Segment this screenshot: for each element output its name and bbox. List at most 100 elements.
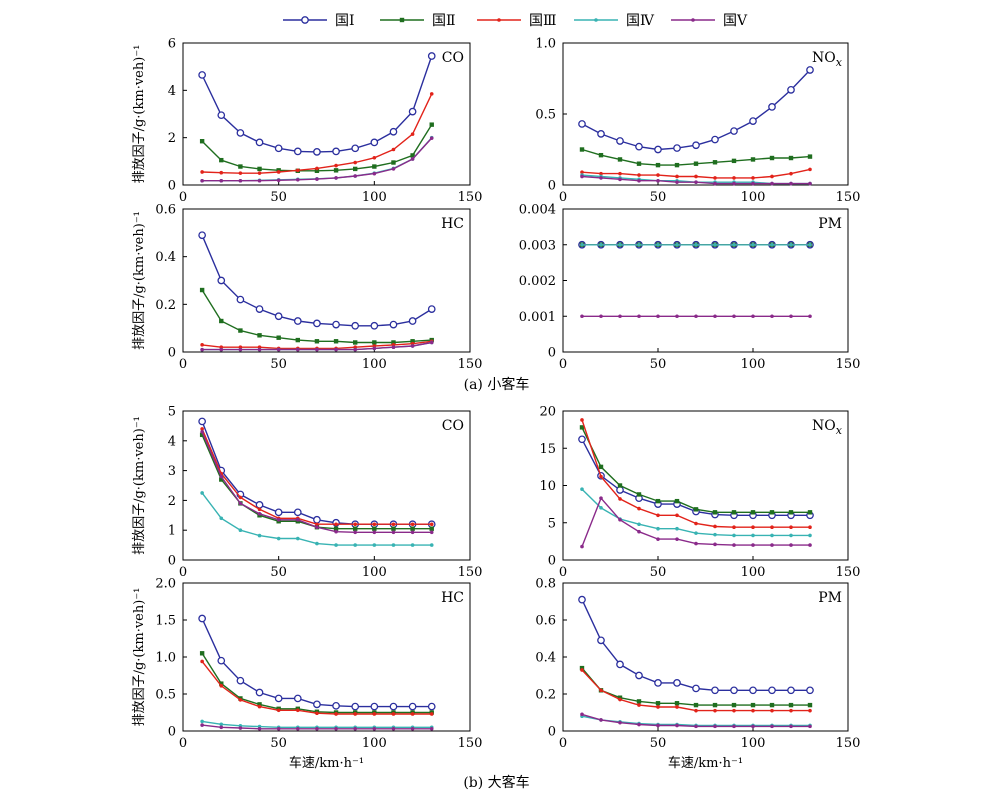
data-point — [238, 501, 243, 506]
data-point — [789, 543, 793, 547]
data-point — [693, 702, 699, 708]
data-point — [315, 711, 319, 716]
plot-frame — [182, 42, 471, 186]
x-tick-label: 150 — [836, 190, 861, 205]
y-tick-label: 2.0 — [155, 577, 176, 592]
data-point — [580, 170, 584, 175]
data-point — [656, 314, 660, 319]
data-point — [806, 686, 814, 695]
data-point — [198, 71, 206, 79]
legend-label: 国Ⅲ — [529, 13, 557, 29]
x-tick-label: 0 — [559, 565, 567, 580]
series-国Ⅰ — [578, 66, 814, 154]
panel-large-NOx: 0 50 100 150 0 5 10 15 20 NOx — [539, 405, 860, 581]
x-tick-label: 0 — [179, 357, 187, 372]
data-point — [410, 526, 415, 531]
data-point — [200, 343, 204, 347]
data-point — [655, 498, 661, 504]
data-point — [656, 173, 660, 177]
data-point — [296, 168, 300, 173]
data-point — [789, 525, 793, 530]
data-point — [637, 703, 641, 707]
data-point — [808, 525, 812, 530]
data-point — [768, 686, 776, 695]
data-point — [637, 178, 641, 183]
data-point — [712, 510, 718, 515]
series-line — [202, 137, 433, 182]
data-point — [372, 543, 377, 547]
data-point — [749, 686, 757, 695]
data-point — [372, 530, 377, 535]
data-point — [618, 517, 622, 522]
data-point — [713, 176, 717, 180]
panel-small-PM: 0 50 100 150 0 0.001 0.002 0.003 0.004 PM — [519, 203, 861, 373]
data-point — [293, 694, 302, 703]
data-point — [730, 127, 738, 135]
data-point — [257, 533, 262, 538]
data-point — [276, 178, 281, 183]
series-国Ⅲ — [580, 418, 812, 530]
y-tick-label: 0 — [548, 346, 556, 361]
y-tick-label: 0 — [548, 179, 556, 194]
data-point — [314, 339, 320, 344]
panel-small-HC: 0 50 100 150 0 0.2 0.4 0.6 HC 排放因子/g·(km·veh)⁻¹ — [132, 203, 482, 373]
data-point — [694, 521, 698, 526]
data-point — [580, 487, 584, 492]
data-point — [751, 181, 755, 186]
data-point — [372, 526, 377, 531]
data-point — [313, 148, 321, 156]
data-point — [332, 147, 340, 156]
data-point — [732, 242, 736, 247]
data-point — [236, 129, 245, 137]
data-point — [391, 147, 396, 152]
y-axis-label: 排放因子/g·(km·veh)⁻¹ — [132, 416, 147, 555]
legend-label: 国Ⅰ — [335, 13, 355, 29]
data-point — [675, 174, 679, 179]
data-point — [770, 314, 774, 319]
data-point — [693, 161, 699, 166]
data-point — [769, 702, 775, 708]
data-point — [276, 708, 281, 713]
series-line — [581, 427, 810, 513]
data-point — [200, 723, 204, 727]
legend: 国Ⅰ 国Ⅱ 国Ⅲ 国Ⅳ 国Ⅴ — [283, 13, 748, 29]
data-point — [410, 344, 415, 348]
panel-title: NOx — [812, 50, 843, 69]
data-point — [293, 508, 302, 517]
data-point — [257, 178, 262, 183]
data-point — [580, 712, 584, 717]
series-line — [201, 55, 433, 153]
plot-frame — [182, 582, 471, 732]
series-国Ⅰ — [198, 231, 436, 330]
y-tick-label: 1 — [168, 524, 176, 539]
x-tick-label: 100 — [741, 736, 766, 751]
data-point — [370, 321, 379, 330]
data-point — [199, 287, 205, 293]
data-point — [617, 157, 623, 162]
series-国Ⅱ — [579, 147, 813, 168]
data-point — [296, 517, 300, 522]
data-point — [257, 347, 262, 352]
data-point — [391, 712, 396, 716]
data-point — [219, 684, 224, 688]
data-point — [353, 726, 358, 731]
data-point — [637, 173, 641, 177]
y-tick-label: 0.2 — [535, 688, 556, 703]
data-point — [693, 507, 699, 512]
series-line — [581, 438, 810, 516]
data-point — [713, 181, 717, 186]
data-point — [712, 702, 718, 708]
data-point — [674, 498, 680, 504]
series-国Ⅲ — [200, 92, 434, 175]
data-point — [599, 474, 603, 479]
legend-entry: 国Ⅱ — [380, 13, 456, 29]
data-point — [238, 528, 243, 532]
plot-frame — [182, 410, 471, 561]
data-point — [429, 122, 434, 127]
data-point — [694, 724, 698, 729]
series-line — [201, 618, 432, 708]
data-point — [276, 170, 281, 174]
data-point — [200, 659, 204, 664]
y-tick-label: 5 — [548, 516, 556, 531]
data-point — [675, 526, 679, 531]
